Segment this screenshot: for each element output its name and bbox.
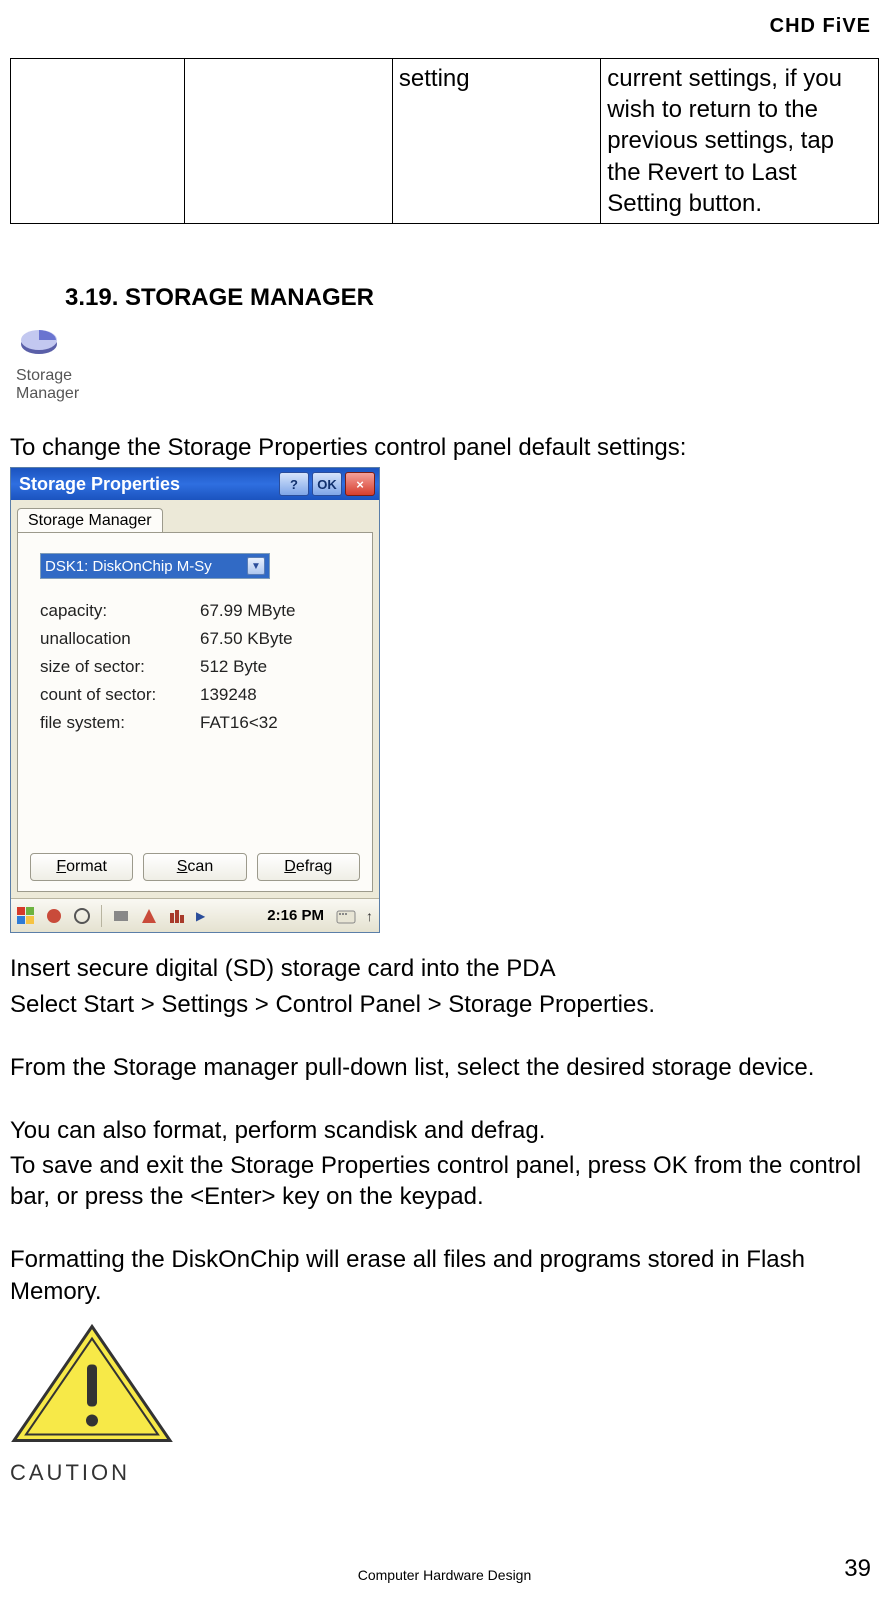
start-icon[interactable] — [17, 907, 35, 925]
info-label: unallocation — [40, 629, 200, 649]
info-value: 67.50 KByte — [200, 629, 293, 649]
info-value: 512 Byte — [200, 657, 267, 677]
footer-title: Computer Hardware Design — [358, 1567, 532, 1583]
chevron-down-icon: ▼ — [247, 557, 265, 575]
info-row-sector-count: count of sector: 139248 — [40, 685, 350, 705]
storage-properties-dialog: Storage Properties ? OK × Storage Manage… — [10, 467, 380, 933]
dialog-titlebar: Storage Properties ? OK × — [11, 468, 379, 500]
info-row-capacity: capacity: 67.99 MByte — [40, 601, 350, 621]
info-row-filesystem: file system: FAT16<32 — [40, 713, 350, 733]
taskbar: ▶ 2:16 PM ↑ — [11, 898, 379, 932]
tray-icon-2[interactable] — [73, 907, 91, 925]
tray-icon-3[interactable] — [112, 907, 130, 925]
scan-button[interactable]: Scan — [143, 853, 246, 881]
page-header-brand: CHD FiVE — [10, 15, 879, 38]
storage-icon-caption-2: Manager — [16, 385, 90, 403]
info-label: file system: — [40, 713, 200, 733]
caution-sign: CAUTION — [10, 1315, 180, 1486]
tray-icon-4[interactable] — [140, 907, 158, 925]
info-label: count of sector: — [40, 685, 200, 705]
storage-device-value: DSK1: DiskOnChip M-Sy — [45, 558, 212, 575]
info-value: 67.99 MByte — [200, 601, 295, 621]
paragraph-1: Insert secure digital (SD) storage card … — [10, 953, 879, 984]
tray-icon-1[interactable] — [45, 907, 63, 925]
info-row-unallocation: unallocation 67.50 KByte — [40, 629, 350, 649]
paragraph-3: From the Storage manager pull-down list,… — [10, 1052, 879, 1083]
dialog-title: Storage Properties — [15, 474, 276, 495]
info-label: capacity: — [40, 601, 200, 621]
taskbar-separator — [101, 905, 102, 927]
taskbar-time: 2:16 PM — [267, 907, 324, 924]
table-cell-setting: setting — [392, 59, 600, 224]
dialog-button-bar: Format Scan Defrag — [30, 853, 360, 881]
ok-button[interactable]: OK — [312, 472, 342, 496]
info-row-sector-size: size of sector: 512 Byte — [40, 657, 350, 677]
format-button[interactable]: Format — [30, 853, 133, 881]
tray-icon-5[interactable] — [168, 907, 186, 925]
paragraph-4: You can also format, perform scandisk an… — [10, 1115, 879, 1146]
intro-text: To change the Storage Properties control… — [10, 432, 879, 463]
page-footer: Computer Hardware Design 39 — [0, 1567, 889, 1583]
info-value: 139248 — [200, 685, 257, 705]
footer-page-number: 39 — [844, 1555, 871, 1583]
defrag-button[interactable]: Defrag — [257, 853, 360, 881]
info-label: size of sector: — [40, 657, 200, 677]
section-heading: 3.19. STORAGE MANAGER — [65, 284, 879, 312]
taskbar-arrow-icon[interactable]: ▶ — [196, 909, 205, 923]
keyboard-icon[interactable] — [336, 906, 356, 926]
storage-icon-caption-1: Storage — [16, 367, 90, 385]
table-cell-empty-2 — [184, 59, 392, 224]
dialog-tabpanel: DSK1: DiskOnChip M-Sy ▼ capacity: 67.99 … — [17, 532, 373, 892]
warning-triangle-icon — [10, 1315, 175, 1455]
close-button[interactable]: × — [345, 472, 375, 496]
caution-label: CAUTION — [10, 1460, 180, 1486]
dialog-tabs: Storage Manager — [11, 500, 379, 533]
paragraph-6: Formatting the DiskOnChip will erase all… — [10, 1244, 879, 1306]
storage-device-select[interactable]: DSK1: DiskOnChip M-Sy ▼ — [40, 553, 270, 579]
paragraph-5: To save and exit the Storage Properties … — [10, 1150, 879, 1212]
settings-table: setting current settings, if you wish to… — [10, 58, 879, 224]
storage-manager-icon-block: Storage Manager — [10, 318, 90, 402]
table-cell-empty-1 — [11, 59, 185, 224]
help-button[interactable]: ? — [279, 472, 309, 496]
info-value: FAT16<32 — [200, 713, 278, 733]
tab-storage-manager[interactable]: Storage Manager — [17, 508, 163, 533]
table-cell-description: current settings, if you wish to return … — [601, 59, 879, 224]
paragraph-2: Select Start > Settings > Control Panel … — [10, 989, 879, 1020]
taskbar-up-icon[interactable]: ↑ — [366, 908, 373, 924]
disk-pie-icon — [18, 318, 60, 360]
